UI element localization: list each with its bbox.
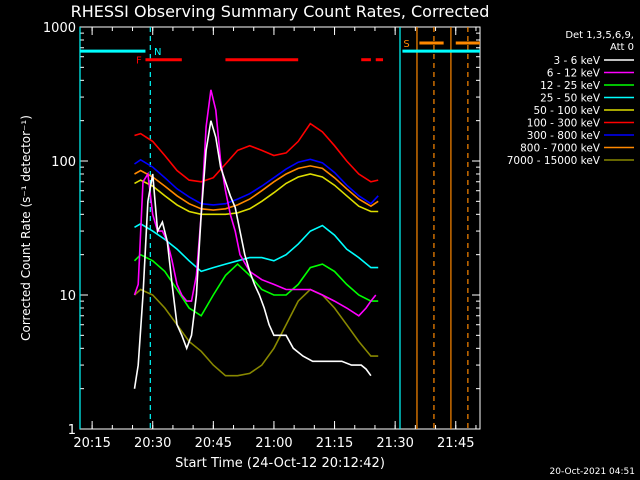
legend-label: 7000 - 15000 keV <box>507 155 601 167</box>
x-tick-label: 20:45 <box>195 436 232 451</box>
series-line-6 <box>134 122 379 183</box>
x-axis-label: Start Time (24-Oct-12 20:12:42) <box>175 456 385 471</box>
chart-title: RHESSI Observing Summary Count Rates, Co… <box>71 2 490 21</box>
series-line-7 <box>134 158 379 206</box>
legend-header: Det 1,3,5,6,9, <box>565 30 634 41</box>
legend-label: 100 - 300 keV <box>527 118 601 130</box>
x-tick-label: 21:00 <box>255 436 292 451</box>
series-line-9 <box>133 288 379 377</box>
x-tick-label: 21:30 <box>376 436 413 451</box>
annotation-f: F <box>136 56 142 67</box>
legend-label: 6 - 12 keV <box>547 68 601 80</box>
legend-label: 300 - 800 keV <box>527 130 601 142</box>
legend-label: 12 - 25 keV <box>540 80 601 92</box>
legend-label: 800 - 7000 keV <box>520 143 601 155</box>
series-line-8 <box>134 165 379 211</box>
footer-timestamp: 20-Oct-2021 04:51 <box>550 467 635 477</box>
y-tick-label: 1000 <box>43 21 76 36</box>
annotation-n: N <box>154 47 161 58</box>
x-tick-label: 20:30 <box>134 436 171 451</box>
legend-label: 3 - 6 keV <box>553 55 600 67</box>
y-tick-label: 100 <box>51 155 76 170</box>
series-line-2 <box>133 89 377 317</box>
y-tick-label: 1 <box>68 423 76 438</box>
annotation-s: S <box>403 39 409 50</box>
y-tick-label: 10 <box>59 289 76 304</box>
legend-label: 25 - 50 keV <box>540 93 601 105</box>
x-tick-label: 20:15 <box>73 436 110 451</box>
plot-area: 1 10 100 1000 20:15 20:30 20:45 21:00 21:15 21:30… <box>43 21 481 451</box>
series-line-1 <box>133 120 372 389</box>
series-line-3 <box>133 253 379 317</box>
y-axis-label: Corrected Count Rate (s⁻¹ detector⁻¹) <box>19 115 33 341</box>
legend-label: 50 - 100 keV <box>533 105 600 117</box>
x-tick-label: 21:15 <box>316 436 353 451</box>
series-line-4 <box>134 222 379 273</box>
plot-frame <box>79 26 481 430</box>
series-line-5 <box>134 173 379 216</box>
legend-header: Att 0 <box>610 42 634 53</box>
x-tick-label: 21:45 <box>437 436 474 451</box>
